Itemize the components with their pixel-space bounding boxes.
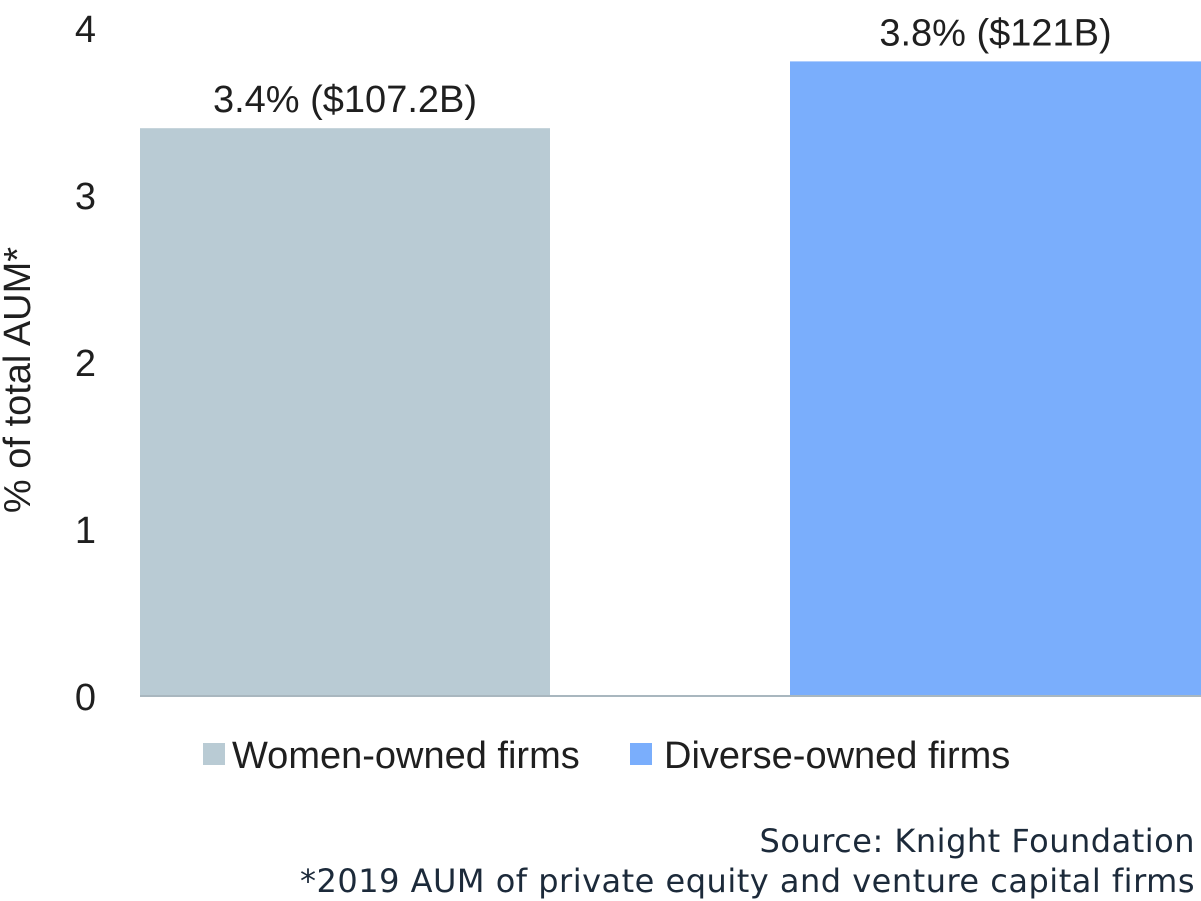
legend-swatch bbox=[630, 743, 652, 765]
bar-diverse-owned bbox=[790, 61, 1201, 696]
source-line: Source: Knight Foundation bbox=[760, 822, 1195, 860]
y-axis-title: % of total AUM* bbox=[0, 247, 39, 513]
data-label: 3.8% ($121B) bbox=[879, 12, 1111, 54]
legend-label: Women-owned firms bbox=[232, 735, 580, 777]
y-axis-ticks: 0 1 2 3 4 bbox=[75, 9, 96, 719]
source-prefix: Source: bbox=[759, 822, 884, 860]
legend-label: Diverse-owned firms bbox=[664, 735, 1010, 777]
y-tick-label: 0 bbox=[75, 677, 96, 719]
y-tick-label: 4 bbox=[75, 9, 96, 51]
data-labels: 3.4% ($107.2B) 3.8% ($121B) bbox=[213, 12, 1112, 121]
data-label: 3.4% ($107.2B) bbox=[213, 79, 477, 121]
y-tick-label: 1 bbox=[75, 510, 96, 552]
legend: Women-owned firms Diverse-owned firms bbox=[203, 735, 1010, 777]
bar-women-owned bbox=[140, 128, 550, 696]
footnote: *2019 AUM of private equity and venture … bbox=[300, 862, 1195, 900]
source-text: Knight Foundation bbox=[883, 822, 1195, 860]
bars bbox=[140, 61, 1201, 696]
y-tick-label: 3 bbox=[75, 176, 96, 218]
legend-swatch bbox=[203, 743, 225, 765]
y-tick-label: 2 bbox=[75, 343, 96, 385]
